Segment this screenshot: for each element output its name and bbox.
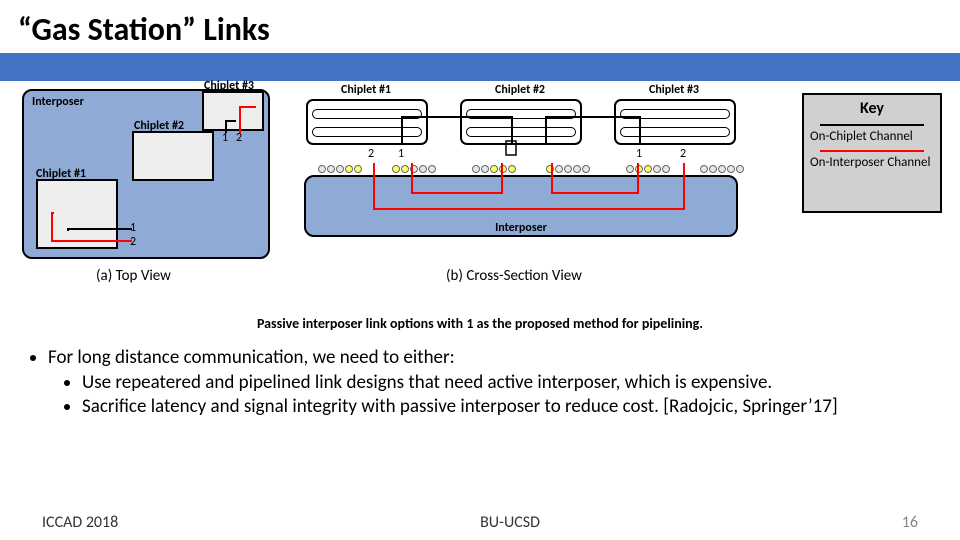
solder-ball — [653, 165, 661, 173]
diagram-area: Interposer Chiplet #1Chiplet #2Chiplet #… — [0, 81, 960, 311]
solder-ball — [546, 165, 554, 173]
key-line-1 — [820, 150, 924, 152]
solder-ball — [644, 165, 652, 173]
solder-ball — [401, 165, 409, 173]
interposer-xsection-label: Interposer — [304, 221, 738, 235]
solder-ball — [410, 165, 418, 173]
top-chiplet-3 — [202, 91, 264, 131]
top-num-3: 2 — [130, 235, 136, 249]
solder-ball — [700, 165, 708, 173]
top-num-2: 1 — [130, 221, 136, 235]
solder-ball — [345, 165, 353, 173]
solder-ball — [499, 165, 507, 173]
xsection-caption: (b) Cross-Section View — [446, 267, 582, 285]
footer: ICCAD 2018 BU-UCSD 16 — [0, 513, 960, 532]
solder-ball — [508, 165, 516, 173]
solder-ball — [419, 165, 427, 173]
key-line-0 — [820, 124, 924, 126]
footer-left: ICCAD 2018 — [42, 513, 118, 532]
key-label-1: On-Interposer Channel — [810, 156, 934, 170]
top-num-0: 1 — [222, 131, 228, 145]
xs-chip-slot — [312, 109, 422, 119]
xs-num-2: 1 — [636, 147, 642, 161]
solder-ball — [392, 165, 400, 173]
bullet-main: For long distance communication, we need… — [48, 346, 942, 420]
xs-chip-1 — [306, 99, 428, 145]
solder-ball — [336, 165, 344, 173]
xs-num-1: 1 — [398, 147, 404, 161]
xs-chip-label-1: Chiplet #1 — [316, 83, 416, 97]
cross-section-view: Chiplet #1 Chiplet #2 Chiplet #3 2 1 1 2 Inte… — [296, 81, 776, 281]
xs-chip-2 — [460, 99, 582, 145]
solder-ball — [573, 165, 581, 173]
bullet-sub-0: Use repeatered and pipelined link design… — [82, 371, 942, 396]
title-bar: “Gas Station” Links — [0, 0, 960, 53]
xs-chip-slot — [466, 127, 576, 137]
xs-chip-label-3: Chiplet #3 — [624, 83, 724, 97]
solder-ball — [709, 165, 717, 173]
solder-ball — [662, 165, 670, 173]
accent-band — [0, 53, 960, 81]
bullet-body: For long distance communication, we need… — [26, 346, 942, 420]
top-view-caption: (a) Top View — [96, 267, 171, 285]
solder-ball — [354, 165, 362, 173]
xs-num-3: 2 — [680, 147, 686, 161]
bullet-sub-1: Sacrifice latency and signal integrity w… — [82, 395, 942, 420]
footer-center: BU-UCSD — [480, 513, 540, 532]
top-chiplet-label-1: Chiplet #1 — [36, 167, 86, 181]
top-chiplet-1 — [36, 179, 118, 249]
solder-ball — [635, 165, 643, 173]
solder-ball — [626, 165, 634, 173]
top-chiplet-2 — [132, 131, 214, 181]
key-label-0: On-Chiplet Channel — [810, 130, 934, 144]
legend-key: Key On-Chiplet Channel On-Interposer Chan… — [802, 93, 942, 213]
solder-ball — [555, 165, 563, 173]
xs-chip-3 — [614, 99, 736, 145]
solder-ball — [718, 165, 726, 173]
solder-ball — [582, 165, 590, 173]
key-heading: Key — [810, 99, 934, 118]
xs-chip-slot — [620, 109, 730, 119]
solder-ball — [564, 165, 572, 173]
top-chiplet-label-3: Chiplet #3 — [204, 79, 254, 93]
solder-ball — [428, 165, 436, 173]
solder-ball — [472, 165, 480, 173]
solder-ball — [327, 165, 335, 173]
xs-chip-slot — [620, 127, 730, 137]
interposer-label: Interposer — [32, 95, 84, 109]
xs-num-0: 2 — [368, 147, 374, 161]
solder-ball — [481, 165, 489, 173]
xs-chip-slot — [312, 127, 422, 137]
top-chiplet-label-2: Chiplet #2 — [134, 119, 184, 133]
top-num-1: 2 — [236, 131, 242, 145]
xs-chip-slot — [466, 109, 576, 119]
top-view: Interposer Chiplet #1 Chiplet #2 Chiplet #… — [22, 81, 282, 281]
xs-chip-label-2: Chiplet #2 — [470, 83, 570, 97]
solder-ball — [318, 165, 326, 173]
solder-ball — [736, 165, 744, 173]
solder-ball — [727, 165, 735, 173]
solder-ball — [490, 165, 498, 173]
figure-caption: Passive interposer link options with 1 a… — [0, 315, 960, 332]
slide-title: “Gas Station” Links — [18, 10, 960, 49]
footer-page: 16 — [902, 513, 918, 532]
